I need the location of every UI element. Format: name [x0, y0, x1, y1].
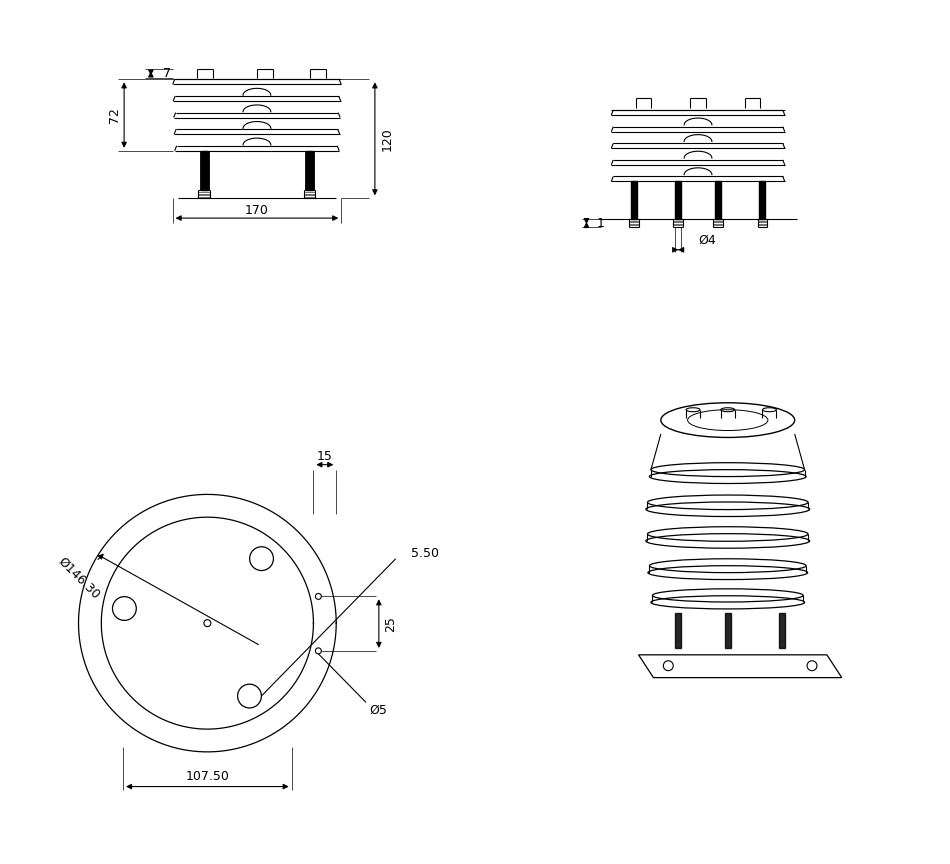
Polygon shape	[759, 181, 766, 219]
Polygon shape	[779, 613, 786, 648]
Polygon shape	[631, 181, 637, 219]
Polygon shape	[201, 150, 208, 190]
Text: 120: 120	[380, 127, 393, 150]
Text: 15: 15	[317, 450, 332, 463]
Polygon shape	[306, 150, 313, 190]
Text: Ø4: Ø4	[698, 233, 715, 246]
Text: Ø5: Ø5	[369, 704, 387, 717]
Polygon shape	[715, 181, 721, 219]
Text: 25: 25	[384, 616, 397, 632]
Text: 5.50: 5.50	[410, 547, 439, 561]
Polygon shape	[675, 613, 681, 648]
Text: 72: 72	[107, 107, 121, 123]
Polygon shape	[675, 181, 681, 219]
Text: 170: 170	[245, 204, 269, 217]
Text: Ø146.30: Ø146.30	[56, 555, 103, 601]
Text: 1: 1	[597, 217, 604, 230]
Text: 7: 7	[162, 67, 171, 80]
Polygon shape	[725, 613, 731, 648]
Text: 107.50: 107.50	[185, 770, 229, 783]
